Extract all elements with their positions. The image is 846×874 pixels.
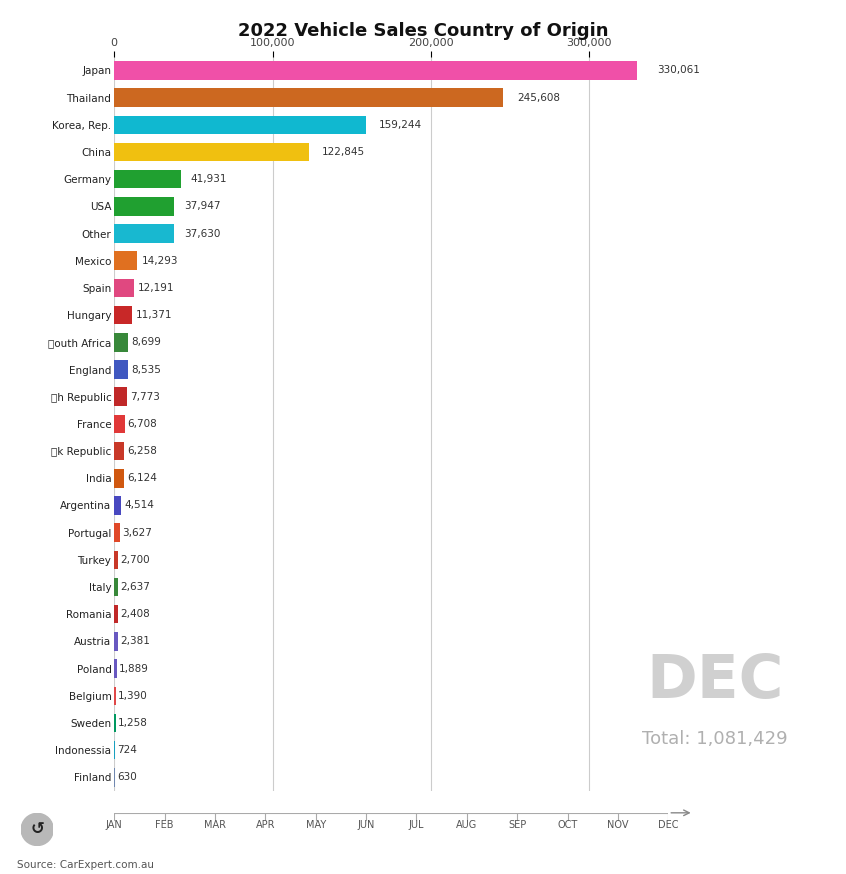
Text: 2,381: 2,381: [120, 636, 150, 647]
Bar: [114, 225, 173, 243]
Text: 1,390: 1,390: [118, 690, 148, 701]
Text: 11,371: 11,371: [136, 310, 173, 320]
Bar: [114, 578, 118, 596]
Bar: [114, 605, 118, 623]
Bar: [114, 524, 120, 542]
Text: APR: APR: [255, 820, 275, 830]
Bar: [114, 387, 127, 406]
Text: 37,947: 37,947: [184, 201, 221, 212]
Text: 1,258: 1,258: [118, 718, 148, 728]
Bar: [114, 142, 309, 161]
Text: DEC: DEC: [658, 820, 678, 830]
Text: 12,191: 12,191: [137, 283, 174, 293]
Text: 2,637: 2,637: [121, 582, 151, 592]
Text: 2,700: 2,700: [121, 555, 151, 565]
Bar: [114, 306, 132, 324]
Bar: [114, 687, 117, 705]
Text: JUL: JUL: [409, 820, 424, 830]
Bar: [114, 632, 118, 650]
Text: 1,889: 1,889: [119, 663, 149, 674]
Bar: [114, 198, 174, 216]
Text: 245,608: 245,608: [517, 93, 560, 102]
Text: MAY: MAY: [305, 820, 326, 830]
Text: 2,408: 2,408: [120, 609, 150, 619]
Text: Source: CarExpert.com.au: Source: CarExpert.com.au: [17, 860, 154, 870]
Bar: [114, 414, 125, 434]
Text: 41,931: 41,931: [191, 174, 228, 184]
Bar: [114, 551, 118, 569]
Text: SEP: SEP: [508, 820, 526, 830]
Text: 37,630: 37,630: [184, 229, 221, 239]
Bar: [114, 252, 137, 270]
Text: 630: 630: [117, 773, 137, 782]
Bar: [114, 442, 124, 461]
Bar: [114, 714, 116, 732]
Text: 122,845: 122,845: [321, 147, 365, 157]
Text: 3,627: 3,627: [123, 528, 152, 538]
Text: FEB: FEB: [156, 820, 173, 830]
Text: 6,124: 6,124: [127, 474, 157, 483]
Bar: [114, 659, 118, 678]
Text: 6,708: 6,708: [128, 419, 157, 429]
Text: 4,514: 4,514: [124, 501, 154, 510]
Text: 6,258: 6,258: [127, 446, 157, 456]
Text: NOV: NOV: [607, 820, 629, 830]
Bar: [114, 741, 115, 760]
Text: 8,535: 8,535: [131, 364, 161, 374]
Bar: [114, 496, 121, 515]
Bar: [114, 61, 637, 80]
Bar: [114, 333, 128, 351]
Bar: [114, 88, 503, 107]
Bar: [114, 768, 115, 787]
Text: JUN: JUN: [357, 820, 375, 830]
Text: ↺: ↺: [30, 821, 44, 838]
Bar: [114, 360, 128, 378]
Text: 14,293: 14,293: [141, 256, 179, 266]
Text: 724: 724: [117, 746, 137, 755]
Text: AUG: AUG: [456, 820, 477, 830]
Text: 2022 Vehicle Sales Country of Origin: 2022 Vehicle Sales Country of Origin: [238, 22, 608, 40]
Bar: [114, 170, 180, 189]
Text: OCT: OCT: [558, 820, 578, 830]
Text: DEC: DEC: [646, 652, 783, 711]
Text: 159,244: 159,244: [379, 120, 422, 129]
Bar: [114, 115, 366, 134]
Circle shape: [21, 814, 53, 845]
Text: 330,061: 330,061: [657, 66, 700, 75]
Text: JAN: JAN: [106, 820, 123, 830]
Text: 7,773: 7,773: [129, 392, 160, 402]
Bar: [114, 469, 124, 488]
Text: MAR: MAR: [204, 820, 226, 830]
Text: 8,699: 8,699: [131, 337, 162, 347]
Text: Total: 1,081,429: Total: 1,081,429: [642, 730, 788, 747]
Bar: [114, 279, 134, 297]
